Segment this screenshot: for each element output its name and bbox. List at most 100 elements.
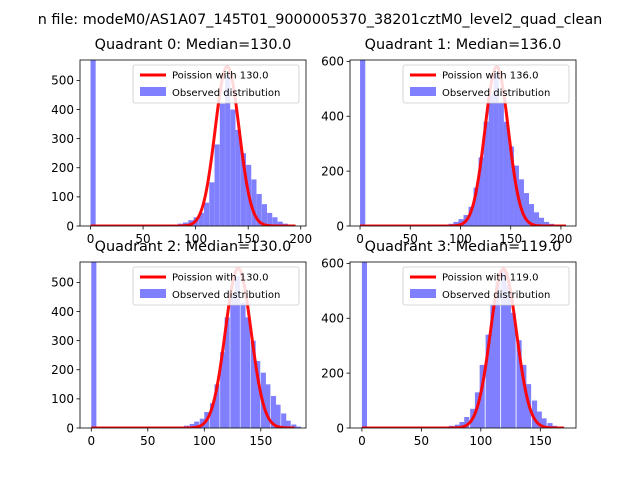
y-tick-label: 0 xyxy=(336,219,344,233)
plot-area xyxy=(89,60,297,226)
x-tick-label: 150 xyxy=(249,434,272,448)
y-tick-label: 0 xyxy=(336,421,344,435)
y-tick-label: 0 xyxy=(66,219,74,233)
histogram-bar xyxy=(485,334,491,428)
histogram-bar xyxy=(538,217,545,226)
histogram-bar xyxy=(265,384,271,428)
histogram-bar xyxy=(521,364,527,428)
histogram-bar xyxy=(91,262,97,428)
legend: Poission with 119.0 Observed distribution xyxy=(402,266,570,306)
x-tick-label: 50 xyxy=(140,434,155,448)
x-tick-label: 200 xyxy=(289,232,312,246)
histogram-bar xyxy=(361,262,368,428)
y-tick-label: 600 xyxy=(321,257,344,271)
y-tick-label: 200 xyxy=(321,164,344,178)
y-tick-label: 200 xyxy=(321,366,344,380)
histogram-bar xyxy=(230,294,236,428)
x-tick-label: 0 xyxy=(87,434,95,448)
legend-poisson-label: Poission with 119.0 xyxy=(442,273,538,284)
histogram-bar xyxy=(483,121,489,226)
legend-observed-label: Observed distribution xyxy=(172,290,280,301)
axes-frame xyxy=(79,261,307,429)
legend-observed-label: Observed distribution xyxy=(172,88,280,99)
histogram-bar xyxy=(251,179,257,226)
histogram-bar xyxy=(234,276,240,428)
histogram-bar xyxy=(547,423,553,428)
subplot-title: Quadrant 1: Median=136.0 xyxy=(365,37,562,53)
histogram-bar xyxy=(267,212,273,226)
legend-observed-swatch xyxy=(140,289,166,298)
histogram-bar xyxy=(493,72,499,226)
subplot-title: Quadrant 0: Median=130.0 xyxy=(95,37,292,53)
x-tick-label: 50 xyxy=(414,434,429,448)
histogram-bar xyxy=(464,417,470,428)
y-tick-label: 300 xyxy=(51,132,74,146)
axes-frame xyxy=(79,59,307,227)
histogram-bar xyxy=(488,94,494,226)
histogram-bar xyxy=(473,187,479,226)
histogram-bar xyxy=(189,423,195,428)
x-tick-label: 200 xyxy=(549,232,572,246)
histogram-bar xyxy=(501,268,507,428)
y-tick-label: 300 xyxy=(51,334,74,348)
histogram-bar xyxy=(272,217,278,226)
histogram-bar xyxy=(533,212,540,226)
subplot-quadrant-1: 0 50 100 150 200 0 200 400 600 Quadrant 1: Median… xyxy=(321,37,577,246)
histogram-bar xyxy=(459,421,465,428)
axes-frame xyxy=(349,261,577,429)
histogram-bar xyxy=(255,361,261,428)
histogram-bar xyxy=(204,202,210,226)
histogram-bar xyxy=(479,364,485,428)
histogram-bar xyxy=(516,340,522,428)
subplot-quadrant-3: 0 50 100 150 0 200 400 600 Quadrant 3: Median=11… xyxy=(321,239,577,448)
legend-observed-swatch xyxy=(410,289,436,298)
y-tick-label: 200 xyxy=(51,363,74,377)
histogram-bar xyxy=(505,285,511,428)
x-tick-label: 0 xyxy=(358,434,366,448)
legend-box xyxy=(132,64,300,104)
histogram-bar xyxy=(261,204,268,226)
subplot-quadrant-0: 0 50 100 150 200 0 100 200 300 400 500 Quadrant 0: … xyxy=(51,37,312,246)
figure-suptitle: n file: modeM0/AS1A07_145T01_9000005370_… xyxy=(38,12,603,28)
poisson-curve xyxy=(359,65,567,226)
y-tick-label: 400 xyxy=(321,312,344,326)
histogram-bar xyxy=(219,103,225,226)
y-tick-label: 500 xyxy=(51,276,74,290)
histogram-bar xyxy=(531,400,538,428)
legend-poisson-label: Poission with 130.0 xyxy=(172,71,268,82)
histogram-bar xyxy=(536,411,542,428)
subplot-quadrant-2: 0 50 100 150 0 100 200 300 400 500 Quadrant 2: Med… xyxy=(51,239,307,448)
x-tick-label: 50 xyxy=(403,232,418,246)
x-tick-label: 0 xyxy=(87,232,95,246)
y-tick-label: 400 xyxy=(51,103,74,117)
legend-poisson-label: Poission with 136.0 xyxy=(442,71,538,82)
histogram-bar xyxy=(275,404,281,428)
histogram-bar xyxy=(224,317,230,428)
legend-observed-label: Observed distribution xyxy=(442,88,550,99)
histogram-bar xyxy=(543,221,550,226)
histogram-bar xyxy=(220,352,226,428)
histogram-bar xyxy=(235,129,241,226)
histogram-bar xyxy=(490,304,496,428)
legend-box xyxy=(402,64,570,104)
histogram-bar xyxy=(518,179,524,226)
histogram-bar xyxy=(270,395,277,428)
y-tick-label: 100 xyxy=(51,190,74,204)
x-tick-label: 100 xyxy=(469,434,492,448)
histogram-bar xyxy=(214,144,220,226)
histogram-bar xyxy=(281,413,287,428)
legend: Poission with 136.0 Observed distribution xyxy=(402,64,570,104)
histogram-bar xyxy=(495,282,501,428)
legend-box xyxy=(132,266,300,306)
histogram-bar xyxy=(508,146,514,226)
histogram-bar xyxy=(498,102,504,226)
y-tick-label: 600 xyxy=(321,55,344,69)
x-tick-label: 0 xyxy=(356,232,364,246)
histogram-bar xyxy=(541,418,547,428)
histogram-bar xyxy=(458,219,464,226)
legend-box xyxy=(402,266,570,306)
histogram-bar xyxy=(90,60,96,226)
histogram-bar xyxy=(468,206,474,226)
histogram-bar xyxy=(240,153,246,226)
